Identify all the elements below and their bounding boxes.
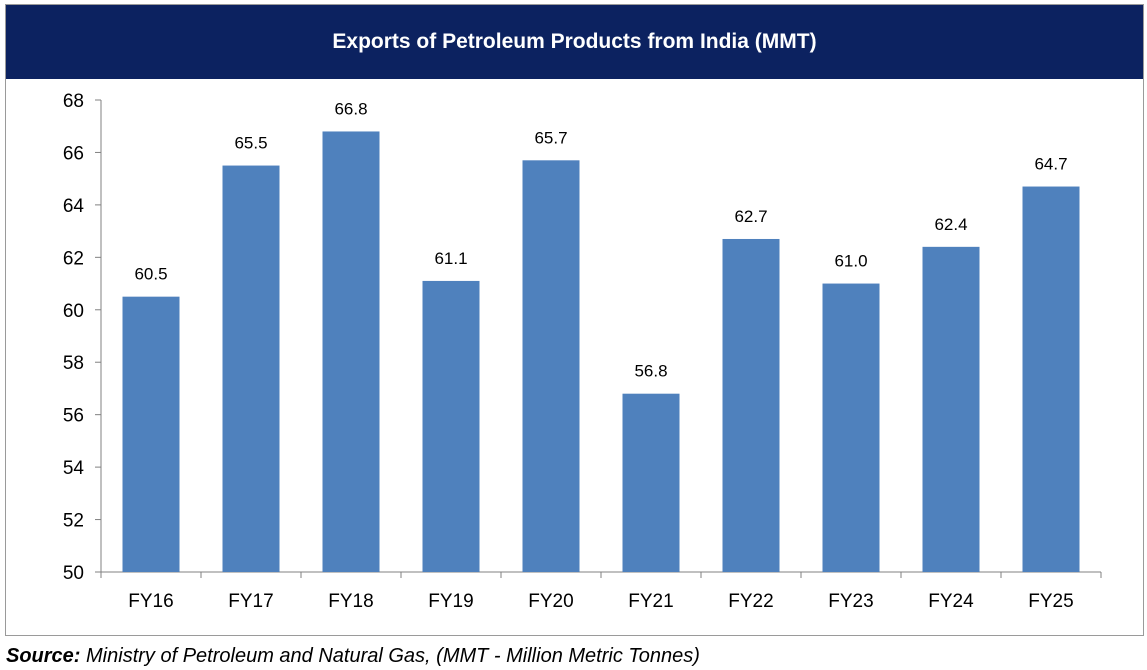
bar-chart: 50 52 54 56 58 60 62 64 66 68 FY16 FY17 FY18 FY19 FY2…: [63, 91, 1102, 612]
data-label: 61.1: [434, 249, 467, 268]
data-label: 62.7: [734, 207, 767, 226]
x-tick-label: FY16: [128, 591, 173, 612]
y-tick-label: 58: [63, 353, 84, 374]
bar-fy18: [322, 131, 380, 572]
chart-frame: Exports of Petroleum Products from India…: [5, 4, 1144, 636]
y-tick-label: 68: [63, 91, 84, 112]
data-label: 66.8: [334, 99, 367, 118]
x-tick-label: FY23: [828, 591, 873, 612]
x-tick-label: FY21: [628, 591, 673, 612]
bar-fy20: [522, 160, 580, 573]
y-axis: 50 52 54 56 58 60 62 64 66 68: [63, 91, 102, 584]
data-label: 60.5: [134, 265, 167, 284]
x-tick-label: FY18: [328, 591, 373, 612]
x-tick-label: FY17: [228, 591, 273, 612]
x-tick-label: FY25: [1028, 591, 1073, 612]
bar-fy17: [222, 165, 280, 573]
x-tick-label: FY20: [528, 591, 573, 612]
bar-fy19: [422, 280, 480, 572]
title-bar: Exports of Petroleum Products from India…: [6, 5, 1143, 79]
data-label: 65.5: [234, 134, 267, 153]
bar-fy24: [922, 246, 980, 572]
data-label: 64.7: [1034, 155, 1067, 174]
x-axis: FY16 FY17 FY18 FY19 FY20 FY21 FY22 FY23 FY24 FY25: [100, 571, 1102, 612]
bar-fy25: [1022, 186, 1080, 573]
y-tick-label: 52: [63, 511, 84, 532]
y-tick-label: 62: [63, 248, 84, 269]
data-label: 56.8: [634, 362, 667, 381]
y-tick-label: 64: [63, 196, 85, 217]
chart-title: Exports of Petroleum Products from India…: [332, 30, 817, 53]
bars: [122, 131, 1080, 573]
y-tick-label: 54: [63, 458, 85, 479]
source-label: Source:: [6, 645, 81, 667]
source-text: Ministry of Petroleum and Natural Gas, (…: [80, 645, 700, 667]
y-tick-label: 50: [63, 563, 84, 584]
x-tick-label: FY22: [728, 591, 773, 612]
data-label: 62.4: [934, 215, 967, 234]
source-note: Source: Ministry of Petroleum and Natura…: [6, 645, 700, 668]
bar-fy23: [822, 283, 880, 572]
bar-fy21: [622, 393, 680, 572]
x-tick-label: FY19: [428, 591, 473, 612]
y-tick-label: 60: [63, 301, 84, 322]
bar-fy22: [722, 238, 780, 572]
data-label: 61.0: [834, 252, 867, 271]
bar-fy16: [122, 296, 180, 572]
y-tick-label: 56: [63, 406, 84, 427]
data-labels: 60.5 65.5 66.8 61.1 65.7 56.8 62.7 61.0 62.4 64.7: [134, 99, 1067, 380]
y-tick-label: 66: [63, 143, 84, 164]
data-label: 65.7: [534, 128, 567, 147]
x-tick-label: FY24: [928, 591, 974, 612]
